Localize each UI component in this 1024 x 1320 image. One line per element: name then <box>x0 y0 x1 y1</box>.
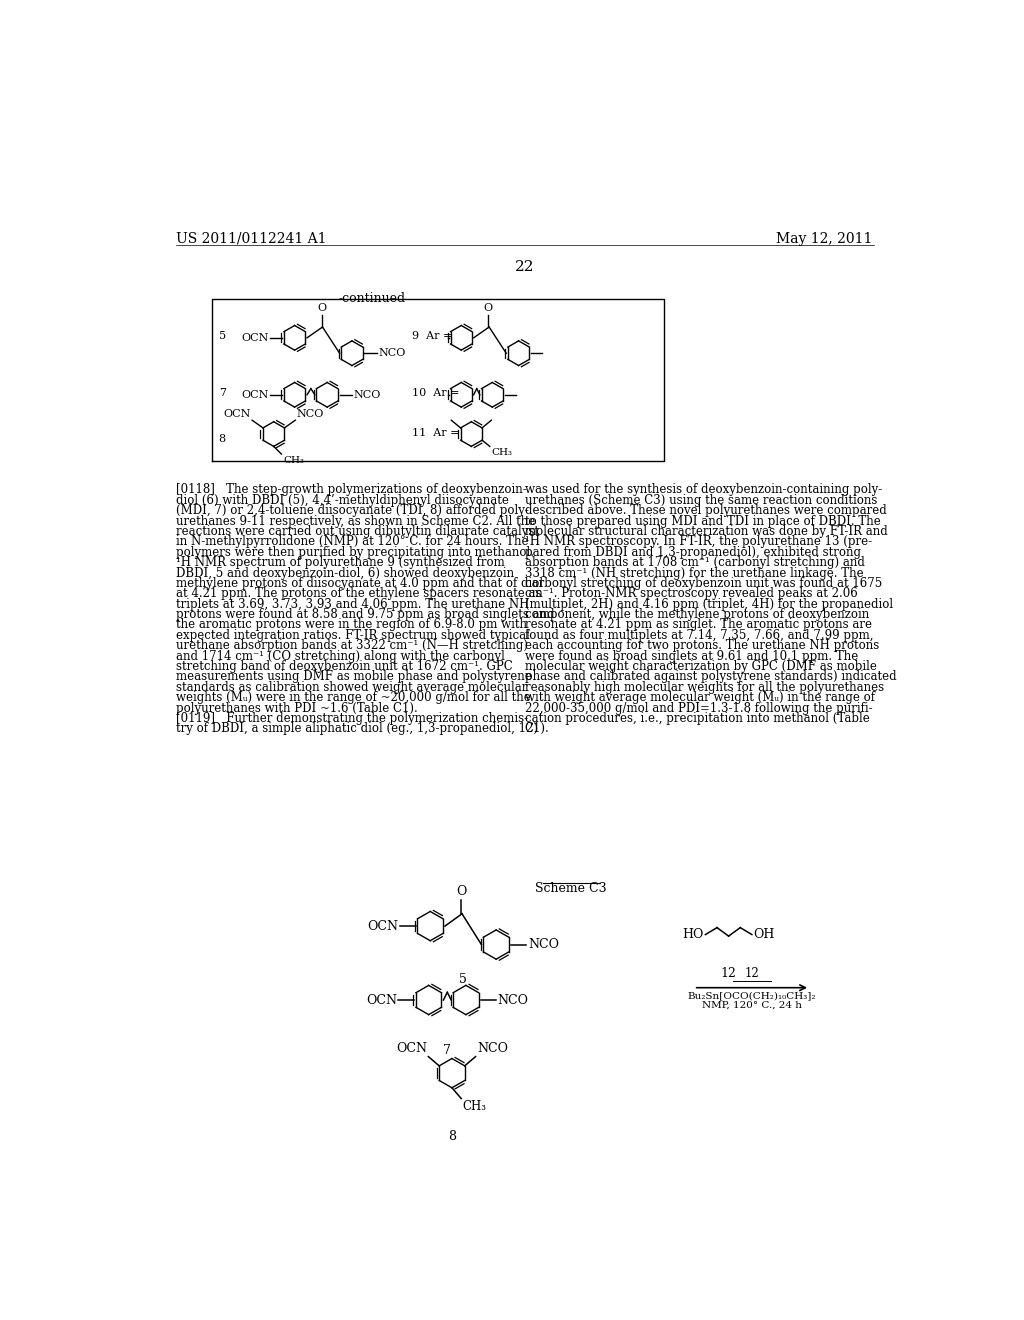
Text: standards as calibration showed weight average molecular: standards as calibration showed weight a… <box>176 681 527 694</box>
Text: described above. These novel polyurethanes were compared: described above. These novel polyurethan… <box>524 504 887 517</box>
Text: OCN: OCN <box>241 333 268 343</box>
Text: Scheme C3: Scheme C3 <box>536 882 607 895</box>
Text: the aromatic protons were in the region of 6.9-8.0 pm with: the aromatic protons were in the region … <box>176 619 527 631</box>
Text: OCN: OCN <box>368 920 398 933</box>
Text: (MDI, 7) or 2,4-toluene diisocyanate (TDI, 8) afforded poly-: (MDI, 7) or 2,4-toluene diisocyanate (TD… <box>176 504 529 517</box>
Text: component, while the methylene protons of deoxybenzoin: component, while the methylene protons o… <box>524 609 869 622</box>
Text: 22,000-35,000 g/mol and PDI=1.3-1.8 following the purifi-: 22,000-35,000 g/mol and PDI=1.3-1.8 foll… <box>524 702 872 714</box>
Text: measurements using DMF as mobile phase and polystyrene: measurements using DMF as mobile phase a… <box>176 671 531 684</box>
Text: (multiplet, 2H) and 4.16 ppm (triplet, 4H) for the propanediol: (multiplet, 2H) and 4.16 ppm (triplet, 4… <box>524 598 893 611</box>
Text: 12: 12 <box>744 968 759 979</box>
Text: CH₃: CH₃ <box>492 447 512 457</box>
Text: try of DBDI, a simple aliphatic diol (eg., 1,3-propanediol, 12): try of DBDI, a simple aliphatic diol (eg… <box>176 722 538 735</box>
Text: O: O <box>456 886 467 899</box>
Text: protons were found at 8.58 and 9.75 ppm as broad singlets and: protons were found at 8.58 and 9.75 ppm … <box>176 609 555 622</box>
Text: HO: HO <box>682 928 703 941</box>
Text: resonate at 4.21 ppm as singlet. The aromatic protons are: resonate at 4.21 ppm as singlet. The aro… <box>524 619 871 631</box>
Text: 3318 cm⁻¹ (NH stretching) for the urethane linkage. The: 3318 cm⁻¹ (NH stretching) for the uretha… <box>524 566 863 579</box>
Text: to those prepared using MDI and TDI in place of DBDI. The: to those prepared using MDI and TDI in p… <box>524 515 881 528</box>
Text: NCO: NCO <box>378 348 406 358</box>
Text: NMP, 120° C., 24 h: NMP, 120° C., 24 h <box>701 1001 802 1010</box>
Text: 10  Ar =: 10 Ar = <box>413 388 460 399</box>
Text: diol (6) with DBDI (5), 4,4’-methyldiphenyl diisocyanate: diol (6) with DBDI (5), 4,4’-methyldiphe… <box>176 494 509 507</box>
Text: with weight average molecular weight (Mᵤ) in the range of: with weight average molecular weight (Mᵤ… <box>524 692 874 705</box>
Text: O: O <box>317 304 327 313</box>
Text: at 4.21 ppm. The protons of the ethylene spacers resonate as: at 4.21 ppm. The protons of the ethylene… <box>176 587 542 601</box>
Text: methylene protons of diisocyanate at 4.0 ppm and that of diol: methylene protons of diisocyanate at 4.0… <box>176 577 543 590</box>
Text: 8: 8 <box>219 434 226 444</box>
Text: 12: 12 <box>721 966 736 979</box>
Text: in N-methylpyrrolidone (NMP) at 120° C. for 24 hours. The: in N-methylpyrrolidone (NMP) at 120° C. … <box>176 536 528 548</box>
Text: reactions were carried out using dibutyltin dilaurate catalyst: reactions were carried out using dibutyl… <box>176 525 539 539</box>
Text: expected integration ratios. FT-IR spectrum showed typical: expected integration ratios. FT-IR spect… <box>176 628 530 642</box>
Text: carbonyl stretching of deoxybenzoin unit was found at 1675: carbonyl stretching of deoxybenzoin unit… <box>524 577 882 590</box>
Text: NCO: NCO <box>477 1041 508 1055</box>
Text: was used for the synthesis of deoxybenzoin-containing poly-: was used for the synthesis of deoxybenzo… <box>524 483 882 496</box>
Text: OCN: OCN <box>223 409 251 418</box>
Text: absorption bands at 1708 cm⁻¹ (carbonyl stretching) and: absorption bands at 1708 cm⁻¹ (carbonyl … <box>524 556 864 569</box>
Text: OCN: OCN <box>396 1041 427 1055</box>
Text: [0118]   The step-growth polymerizations of deoxybenzoin-: [0118] The step-growth polymerizations o… <box>176 483 526 496</box>
Text: polymers were then purified by precipitating into methanol.: polymers were then purified by precipita… <box>176 545 535 558</box>
Text: 11  Ar =: 11 Ar = <box>413 428 460 437</box>
Text: US 2011/0112241 A1: US 2011/0112241 A1 <box>176 231 327 246</box>
Text: [0119]   Further demonstrating the polymerization chemis-: [0119] Further demonstrating the polymer… <box>176 711 528 725</box>
Text: weights (Mᵤ) were in the range of ~20,000 g/mol for all the: weights (Mᵤ) were in the range of ~20,00… <box>176 692 530 705</box>
Text: OCN: OCN <box>241 389 268 400</box>
Text: ¹H NMR spectrum of polyurethane 9 (synthesized from: ¹H NMR spectrum of polyurethane 9 (synth… <box>176 556 505 569</box>
Text: pared from DBDI and 1,3-propanediol), exhibited strong: pared from DBDI and 1,3-propanediol), ex… <box>524 545 861 558</box>
Text: 7: 7 <box>443 1044 452 1057</box>
Text: CH₃: CH₃ <box>283 455 304 465</box>
Text: 9  Ar =: 9 Ar = <box>413 331 453 342</box>
Text: urethanes 9-11 respectively, as shown in Scheme C2. All the: urethanes 9-11 respectively, as shown in… <box>176 515 536 528</box>
Text: NCO: NCO <box>353 389 381 400</box>
Text: were found as broad singlets at 9.61 and 10.1 ppm. The: were found as broad singlets at 9.61 and… <box>524 649 858 663</box>
Text: reasonably high molecular weights for all the polyurethanes: reasonably high molecular weights for al… <box>524 681 884 694</box>
Text: each accounting for two protons. The urethane NH protons: each accounting for two protons. The ure… <box>524 639 879 652</box>
Text: 22: 22 <box>515 260 535 275</box>
Text: found as four multiplets at 7.14, 7.35, 7.66, and 7.99 ppm,: found as four multiplets at 7.14, 7.35, … <box>524 628 873 642</box>
Text: -continued: -continued <box>339 293 406 305</box>
Text: phase and calibrated against polystyrene standards) indicated: phase and calibrated against polystyrene… <box>524 671 896 684</box>
Text: NCO: NCO <box>528 939 559 952</box>
Text: CH₃: CH₃ <box>463 1100 486 1113</box>
Text: May 12, 2011: May 12, 2011 <box>775 231 872 246</box>
Text: stretching band of deoxybenzoin unit at 1672 cm⁻¹. GPC: stretching band of deoxybenzoin unit at … <box>176 660 513 673</box>
Text: urethanes (Scheme C3) using the same reaction conditions: urethanes (Scheme C3) using the same rea… <box>524 494 878 507</box>
Text: cation procedures, i.e., precipitation into methanol (Table: cation procedures, i.e., precipitation i… <box>524 711 869 725</box>
Text: DBDI, 5 and deoxybenzoin-diol, 6) showed deoxybenzoin: DBDI, 5 and deoxybenzoin-diol, 6) showed… <box>176 566 514 579</box>
Text: 5: 5 <box>219 331 226 342</box>
Text: O: O <box>483 304 493 313</box>
Text: cm⁻¹. Proton-NMR spectroscopy revealed peaks at 2.06: cm⁻¹. Proton-NMR spectroscopy revealed p… <box>524 587 857 601</box>
Text: 8: 8 <box>447 1130 456 1143</box>
Text: Bu₂Sn[OCO(CH₂)₁₀CH₃]₂: Bu₂Sn[OCO(CH₂)₁₀CH₃]₂ <box>688 991 816 999</box>
Text: 7: 7 <box>219 388 225 399</box>
Text: ¹H NMR spectroscopy. In FT-IR, the polyurethane 13 (pre-: ¹H NMR spectroscopy. In FT-IR, the polyu… <box>524 536 871 548</box>
Text: 5: 5 <box>459 973 467 986</box>
Text: C1).: C1). <box>524 722 550 735</box>
Text: molecular structural characterization was done by FT-IR and: molecular structural characterization wa… <box>524 525 888 539</box>
Text: urethane absorption bands at 3322 cm⁻¹ (N—H stretching): urethane absorption bands at 3322 cm⁻¹ (… <box>176 639 528 652</box>
Text: polyurethanes with PDI ~1.6 (Table C1).: polyurethanes with PDI ~1.6 (Table C1). <box>176 702 418 714</box>
Text: NCO: NCO <box>498 994 528 1007</box>
Text: triplets at 3.69, 3.73, 3.93 and 4.06 ppm. The urethane NH: triplets at 3.69, 3.73, 3.93 and 4.06 pp… <box>176 598 529 611</box>
Text: OH: OH <box>754 928 775 941</box>
Text: and 1714 cm⁻¹ (CO stretching) along with the carbonyl: and 1714 cm⁻¹ (CO stretching) along with… <box>176 649 505 663</box>
Text: molecular weight characterization by GPC (DMF as mobile: molecular weight characterization by GPC… <box>524 660 877 673</box>
Text: OCN: OCN <box>366 994 397 1007</box>
Text: NCO: NCO <box>297 409 325 418</box>
